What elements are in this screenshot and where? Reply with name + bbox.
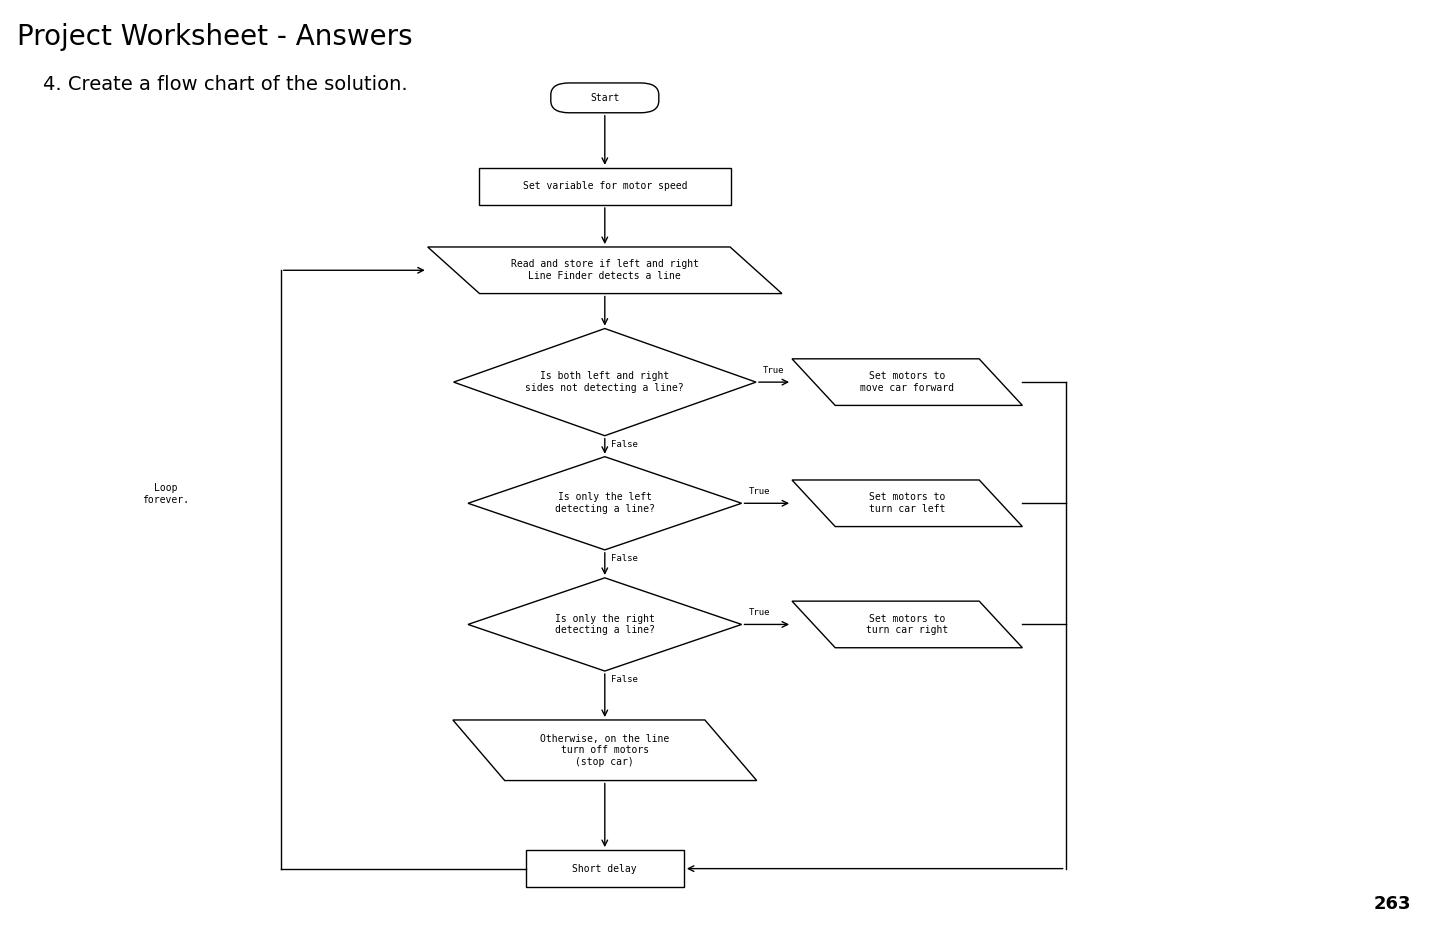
Polygon shape xyxy=(792,601,1022,648)
Text: Otherwise, on the line
turn off motors
(stop car): Otherwise, on the line turn off motors (… xyxy=(540,733,670,767)
Text: Set motors to
turn car left: Set motors to turn car left xyxy=(868,492,946,514)
Text: Short delay: Short delay xyxy=(573,864,636,873)
Text: 4. Create a flow chart of the solution.: 4. Create a flow chart of the solution. xyxy=(43,75,408,93)
Polygon shape xyxy=(468,578,742,671)
Text: Read and store if left and right
Line Finder detects a line: Read and store if left and right Line Fi… xyxy=(511,259,698,281)
Polygon shape xyxy=(792,480,1022,527)
FancyBboxPatch shape xyxy=(550,83,660,113)
Text: False: False xyxy=(611,675,638,684)
Text: Is only the right
detecting a line?: Is only the right detecting a line? xyxy=(554,613,655,636)
Text: Set motors to
turn car right: Set motors to turn car right xyxy=(865,613,949,636)
Polygon shape xyxy=(452,720,757,781)
Text: Start: Start xyxy=(590,93,619,103)
Text: Loop
forever.: Loop forever. xyxy=(143,483,189,505)
Text: 263: 263 xyxy=(1374,896,1411,913)
Text: Set motors to
move car forward: Set motors to move car forward xyxy=(860,371,955,393)
Text: Is both left and right
sides not detecting a line?: Is both left and right sides not detecti… xyxy=(526,371,684,393)
Text: Project Worksheet - Answers: Project Worksheet - Answers xyxy=(17,23,413,51)
Text: Set variable for motor speed: Set variable for motor speed xyxy=(523,182,687,191)
Text: False: False xyxy=(611,440,638,449)
Text: True: True xyxy=(749,487,770,496)
FancyBboxPatch shape xyxy=(478,168,732,205)
Text: True: True xyxy=(749,608,770,617)
FancyBboxPatch shape xyxy=(526,850,684,887)
Polygon shape xyxy=(428,247,782,294)
Polygon shape xyxy=(792,359,1022,405)
Polygon shape xyxy=(468,457,742,550)
Polygon shape xyxy=(454,329,756,436)
Text: False: False xyxy=(611,554,638,563)
Text: Is only the left
detecting a line?: Is only the left detecting a line? xyxy=(554,492,655,514)
Text: True: True xyxy=(763,365,785,375)
